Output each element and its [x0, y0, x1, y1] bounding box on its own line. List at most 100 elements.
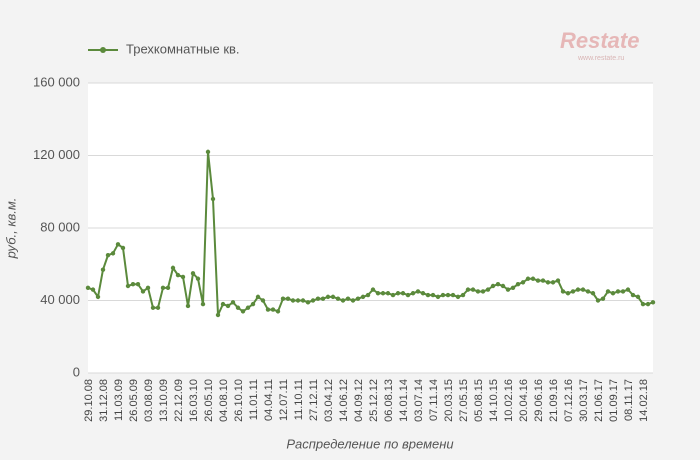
data-point	[140, 289, 146, 294]
data-point	[635, 294, 641, 300]
data-point	[195, 276, 201, 281]
data-point	[165, 285, 171, 291]
data-point	[460, 292, 466, 298]
data-point	[125, 283, 131, 289]
data-point	[135, 281, 141, 287]
data-point	[425, 292, 431, 298]
data-point	[130, 281, 136, 287]
data-point	[610, 291, 616, 296]
x-tick-label: 30.03.17	[578, 379, 590, 422]
data-point	[435, 294, 441, 300]
data-point	[105, 252, 111, 258]
data-point	[210, 196, 216, 202]
x-tick-label: 05.08.15	[473, 379, 485, 422]
data-point	[505, 287, 511, 292]
x-tick-label: 22.12.09	[173, 379, 185, 422]
x-tick-label: 21.09.16	[548, 379, 560, 422]
data-point	[430, 292, 436, 298]
x-tick-label: 25.12.12	[368, 379, 380, 422]
data-point	[475, 289, 481, 294]
data-point	[335, 296, 341, 301]
data-point	[275, 309, 281, 314]
data-point	[590, 291, 596, 296]
data-point	[285, 296, 291, 301]
y-tick-label: 120 000	[33, 147, 80, 162]
data-point	[520, 280, 526, 285]
data-point	[325, 294, 331, 300]
x-tick-label: 20.03.15	[443, 379, 455, 422]
x-tick-label: 14.01.14	[398, 379, 410, 422]
y-tick-label: 160 000	[33, 74, 80, 89]
data-point	[595, 298, 601, 303]
data-point	[390, 292, 396, 298]
x-tick-label: 29.06.16	[533, 379, 545, 422]
data-point	[370, 287, 376, 292]
data-point	[365, 292, 371, 298]
data-point	[480, 289, 486, 294]
x-tick-label: 01.09.17	[608, 379, 620, 422]
data-point	[570, 289, 576, 294]
data-point	[330, 294, 336, 300]
data-point	[550, 280, 556, 285]
data-point	[250, 301, 256, 307]
data-point	[360, 294, 366, 300]
data-point	[510, 285, 516, 291]
x-tick-label: 03.04.12	[323, 379, 335, 422]
data-point	[445, 292, 451, 298]
data-point	[205, 149, 211, 155]
data-point	[185, 303, 191, 309]
data-point	[575, 287, 581, 292]
data-point	[110, 251, 116, 256]
data-point	[525, 276, 531, 281]
data-point	[95, 294, 101, 300]
data-point	[150, 305, 156, 310]
data-point	[255, 294, 261, 300]
y-axis-label: руб., кв.м.	[3, 198, 18, 260]
data-point	[155, 305, 161, 310]
x-tick-label: 11.03.09	[113, 379, 125, 421]
x-tick-label: 14.02.18	[638, 379, 650, 422]
data-point	[650, 300, 656, 305]
x-tick-label: 27.05.15	[458, 379, 470, 422]
x-tick-label: 03.07.14	[413, 379, 425, 422]
data-point	[260, 298, 266, 303]
data-point	[115, 242, 121, 247]
data-point	[450, 292, 456, 298]
data-point	[280, 296, 286, 301]
legend-label: Трехкомнатные кв.	[126, 41, 240, 56]
x-tick-label: 14.10.15	[488, 379, 500, 422]
data-point	[625, 287, 631, 292]
x-tick-label: 11.10.11	[293, 379, 305, 420]
data-point	[645, 301, 651, 307]
x-tick-label: 07.12.16	[563, 379, 575, 422]
data-point	[545, 280, 551, 285]
x-tick-label: 07.11.14	[428, 379, 440, 421]
data-point	[620, 289, 626, 294]
x-tick-label: 14.06.12	[338, 379, 350, 422]
data-point	[600, 296, 606, 301]
data-point	[170, 265, 176, 271]
x-tick-label: 27.12.11	[308, 379, 320, 421]
data-point	[500, 283, 506, 289]
legend-marker	[100, 47, 106, 53]
data-point	[490, 283, 496, 289]
y-tick-label: 0	[73, 364, 80, 379]
data-point	[310, 298, 316, 303]
data-point	[180, 274, 186, 280]
data-point	[345, 296, 351, 301]
data-point	[190, 271, 196, 276]
watermark-url: www.restate.ru	[577, 55, 624, 62]
y-tick-label: 40 000	[40, 292, 80, 307]
data-point	[515, 281, 521, 287]
data-point	[220, 301, 226, 307]
data-point	[540, 278, 546, 283]
data-point	[630, 292, 636, 298]
x-tick-label: 26.05.09	[128, 379, 140, 422]
data-point	[385, 291, 391, 296]
x-tick-label: 29.10.08	[83, 379, 95, 422]
data-point	[340, 298, 346, 303]
data-point	[555, 278, 561, 283]
data-point	[375, 291, 381, 296]
data-point	[560, 289, 566, 294]
data-point	[420, 291, 426, 296]
